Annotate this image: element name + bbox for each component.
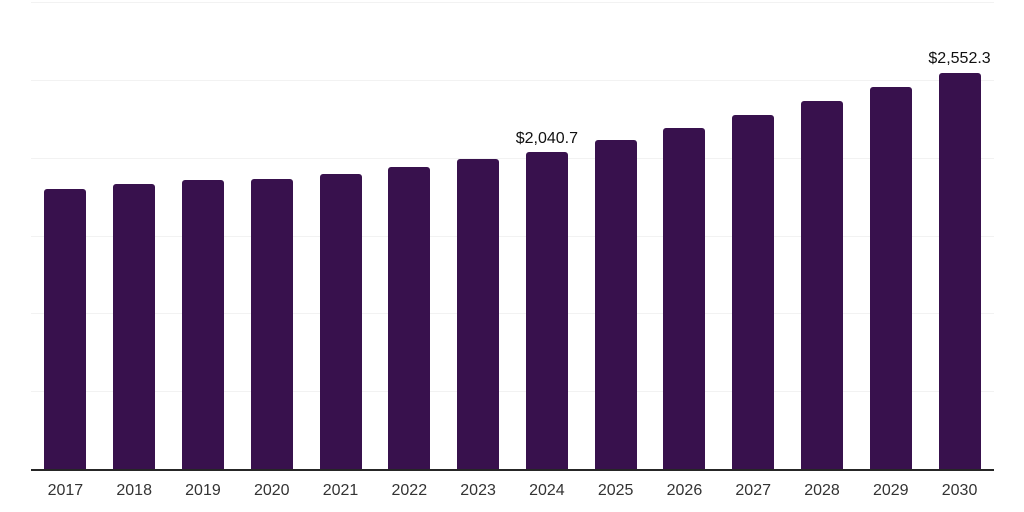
x-tick-label: 2020 [253, 482, 290, 499]
bar [250, 179, 293, 470]
bar [800, 101, 843, 470]
bar [388, 166, 431, 470]
bar-group [375, 0, 444, 470]
x-tick-label: 2025 [597, 482, 634, 499]
gridline [31, 157, 994, 159]
bar-group [581, 0, 650, 470]
gridline [31, 313, 994, 315]
bar-group [306, 0, 375, 470]
gridline [31, 79, 994, 81]
bar [594, 140, 637, 470]
x-axis-labels: 2017 2018 2019 2020 2021 2022 2023 2024 2025 2026… [31, 481, 994, 500]
x-tick-label: 2030 [941, 482, 978, 499]
bar [319, 174, 362, 470]
bar: $2,040.7 [516, 130, 578, 470]
x-tick-label: 2019 [185, 482, 221, 499]
bar [663, 127, 706, 470]
bar-group: $2,040.7 [512, 0, 581, 470]
x-tick-label: 2029 [872, 482, 909, 499]
x-tick-label: 2026 [666, 482, 703, 499]
bar [113, 184, 156, 470]
bar-group [169, 0, 238, 470]
x-tick-label: 2028 [804, 482, 840, 499]
bar-group [237, 0, 306, 470]
bars: $2,040.7 $2,552.3 [31, 0, 994, 470]
x-tick-label: 2018 [116, 482, 152, 499]
plot-area: $2,040.7 $2,552.3 [31, 0, 994, 471]
bar-group [856, 0, 925, 470]
bar-group [788, 0, 857, 470]
bar-group [719, 0, 788, 470]
gridline [31, 391, 994, 393]
bar [869, 87, 912, 470]
bar [457, 158, 500, 470]
bar-group [444, 0, 513, 470]
x-tick-label: 2017 [47, 482, 84, 499]
x-tick-label: 2027 [735, 482, 771, 499]
bar-group [650, 0, 719, 470]
bar-group [31, 0, 100, 470]
bar [181, 180, 224, 470]
x-tick-label: 2024 [529, 482, 565, 499]
gridline [31, 235, 994, 237]
bar: $2,552.3 [928, 50, 991, 470]
bar [44, 189, 87, 470]
bar-group [100, 0, 169, 470]
value-label: $2,040.7 [515, 129, 578, 147]
gridline [31, 2, 994, 3]
value-label: $2,552.3 [928, 50, 991, 68]
bar [732, 114, 775, 470]
x-tick-label: 2023 [460, 482, 496, 499]
x-tick-label: 2021 [322, 482, 359, 499]
bar-group: $2,552.3 [925, 0, 994, 470]
x-axis-line [31, 469, 994, 471]
x-tick-label: 2022 [391, 482, 428, 499]
gridlines [31, 0, 994, 470]
